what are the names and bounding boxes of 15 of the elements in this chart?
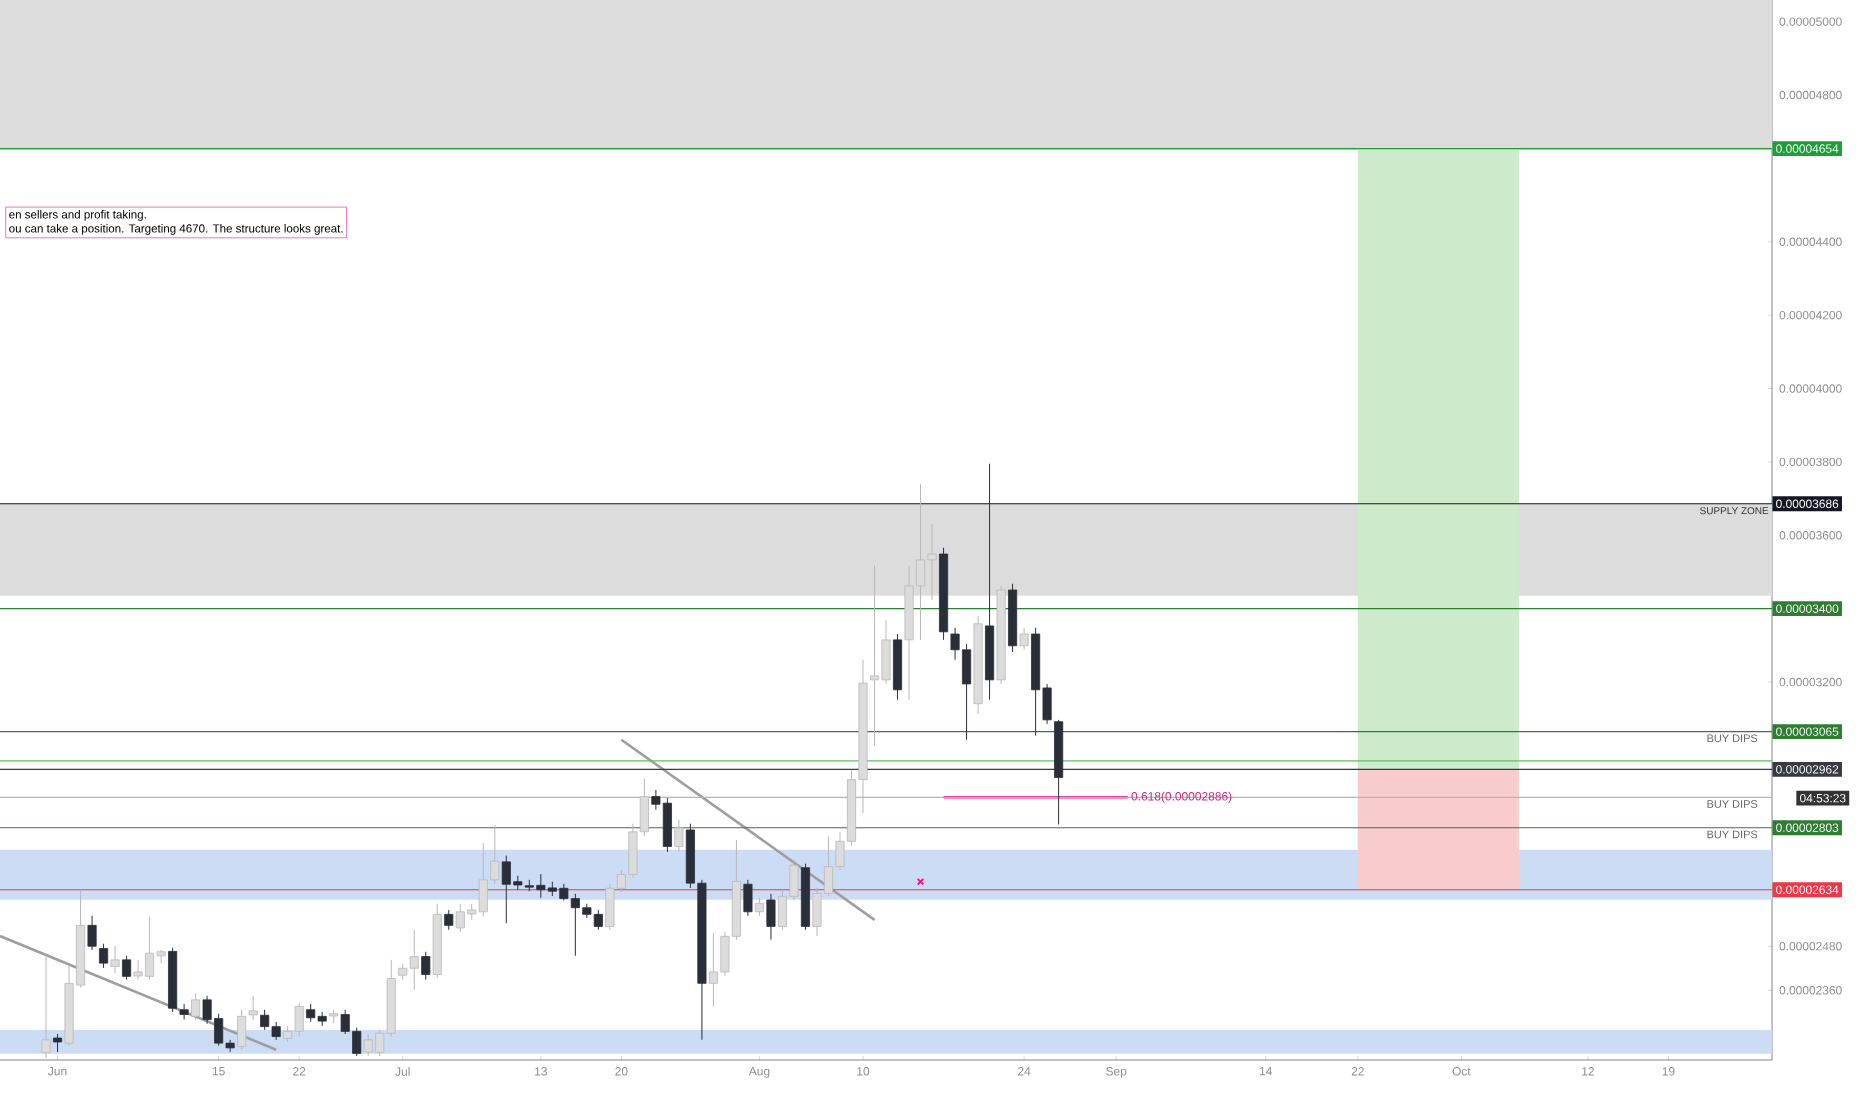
candlestick (444, 909, 454, 931)
candlestick (41, 952, 51, 1059)
candlestick (743, 879, 753, 917)
candlestick (191, 992, 201, 1021)
candlestick (1019, 627, 1029, 651)
candlestick (766, 893, 776, 941)
candlestick (179, 1003, 189, 1021)
candlestick (237, 1009, 247, 1051)
candlestick (87, 915, 97, 951)
candlestick (122, 955, 132, 981)
candlestick (421, 951, 431, 981)
candlestick (99, 943, 109, 969)
candlestick (110, 945, 120, 974)
candlestick (248, 995, 258, 1021)
candlestick (674, 819, 684, 853)
